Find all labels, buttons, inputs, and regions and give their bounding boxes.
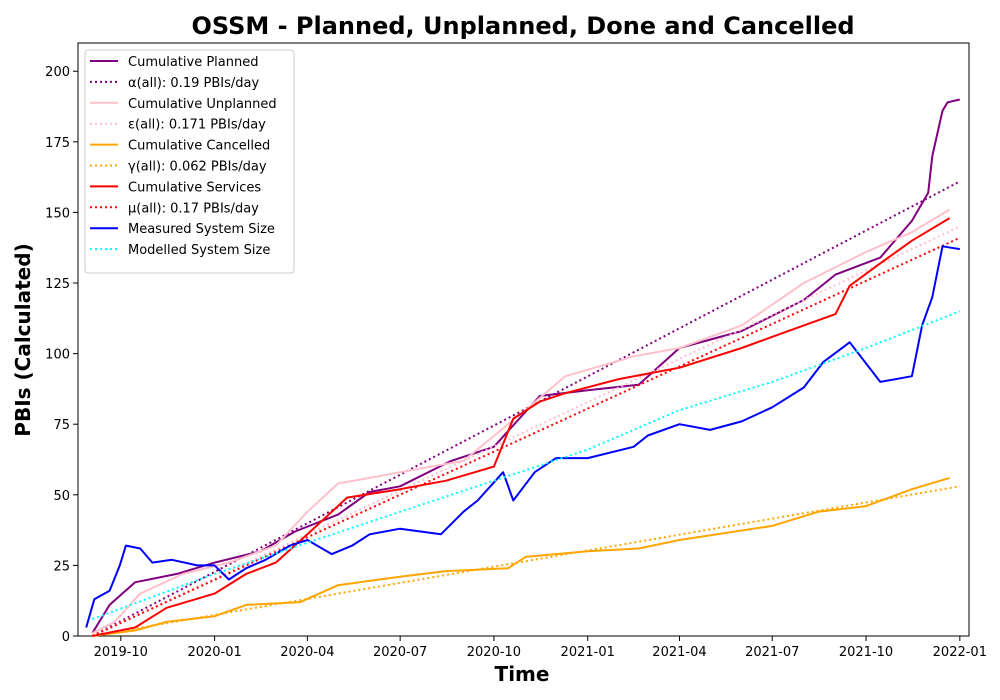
series-layer	[85, 98, 961, 637]
x-axis: 2019-10 2020-01 2020-04 2020-07 2020-10 2021-…	[94, 636, 987, 660]
legend-item-cumulative-cancelled: Cumulative Cancelled	[128, 139, 270, 154]
legend: Cumulative Planned α(all): 0.19 PBIs/day C…	[84, 49, 295, 274]
x-tick-label: 2021-07	[745, 645, 799, 660]
y-tick-label: 200	[45, 65, 70, 80]
x-tick-label: 2020-04	[280, 645, 334, 660]
series-line-3	[91, 208, 951, 635]
x-tick-label: 2019-10	[94, 645, 148, 660]
series-line-8	[91, 236, 961, 637]
y-tick-label: 0	[62, 630, 70, 645]
x-axis-label: Time	[495, 662, 550, 686]
legend-item-all-0-171-pbis-day: ε(all): 0.171 PBIs/day	[128, 118, 266, 133]
y-tick-label: 75	[53, 418, 70, 433]
legend-item-modelled-system-size: Modelled System Size	[128, 243, 270, 258]
legend-item-all-0-17-pbis-day: μ(all): 0.17 PBIs/day	[128, 201, 259, 216]
series-line-10	[91, 310, 961, 621]
x-tick-label: 2021-01	[561, 645, 615, 660]
y-tick-label: 100	[45, 348, 70, 363]
chart-title: OSSM - Planned, Unplanned, Done and Canc…	[191, 12, 854, 40]
series-line-7	[92, 217, 951, 637]
series-line-6	[92, 485, 960, 637]
x-tick-label: 2020-10	[467, 645, 521, 660]
x-tick-label: 2020-01	[187, 645, 241, 660]
series-line-1	[91, 98, 961, 634]
legend-item-all-0-19-pbis-day: α(all): 0.19 PBIs/day	[128, 76, 259, 91]
legend-item-cumulative-planned: Cumulative Planned	[128, 55, 258, 70]
legend-item-cumulative-unplanned: Cumulative Unplanned	[128, 97, 277, 112]
y-tick-label: 125	[45, 277, 70, 292]
series-line-4	[91, 225, 961, 637]
y-tick-label: 25	[53, 559, 70, 574]
y-tick-label: 50	[53, 489, 70, 504]
y-tick-label: 150	[45, 206, 70, 221]
x-tick-label: 2020-07	[373, 645, 427, 660]
legend-item-measured-system-size: Measured System Size	[128, 222, 275, 237]
legend-box	[84, 49, 295, 274]
y-axis: 0 25 50 75 100 125 150 175 200	[45, 65, 78, 645]
plot-area: 2019-10 2020-01 2020-04 2020-07 2020-10 2021-…	[45, 42, 987, 660]
y-tick-label: 175	[45, 136, 70, 151]
series-line-5	[92, 476, 950, 637]
x-tick-label: 2021-04	[652, 645, 706, 660]
y-axis-label: PBIs (Calculated)	[11, 243, 35, 436]
x-tick-label: 2022-01	[933, 645, 987, 660]
x-tick-label: 2021-10	[839, 645, 893, 660]
series-line-2	[91, 180, 961, 637]
series-line-9	[85, 245, 960, 628]
plot-frame	[77, 42, 970, 637]
legend-item-cumulative-services: Cumulative Services	[128, 180, 261, 195]
legend-item-all-0-062-pbis-day: γ(all): 0.062 PBIs/day	[128, 160, 267, 175]
